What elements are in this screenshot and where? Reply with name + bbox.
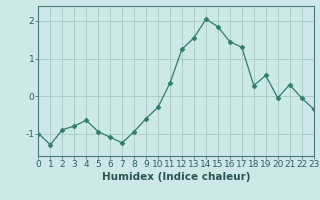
X-axis label: Humidex (Indice chaleur): Humidex (Indice chaleur) — [102, 172, 250, 182]
